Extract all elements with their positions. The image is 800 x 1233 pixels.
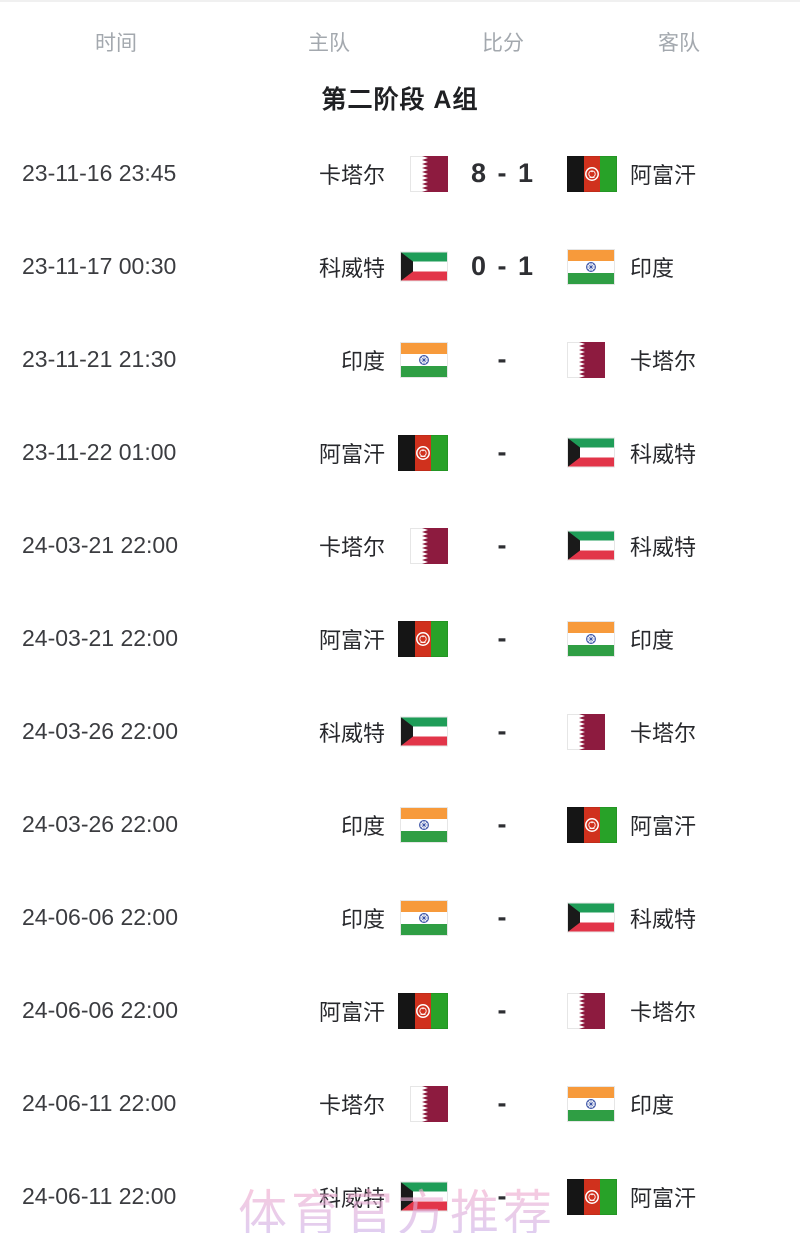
match-time: 24-06-06 22:00 (22, 904, 179, 930)
india-flag-icon (398, 899, 448, 937)
match-row[interactable]: 24-03-26 22:00 科威特 - 卡塔尔 (0, 685, 800, 778)
match-score: 0 - 1 (470, 251, 536, 281)
afghanistan-flag-icon (567, 155, 617, 193)
match-score: - (497, 437, 509, 467)
india-flag-icon (567, 620, 617, 658)
kuwait-flag-icon (567, 527, 617, 565)
qatar-flag-icon (398, 155, 448, 193)
qatar-flag-icon (567, 341, 617, 379)
match-score: - (497, 902, 509, 932)
match-row[interactable]: 24-06-06 22:00 印度 - 科威特 (0, 871, 800, 964)
home-team-name: 科威特 (318, 255, 385, 281)
match-time: 24-03-21 22:00 (22, 625, 179, 651)
away-team-name: 科威特 (630, 906, 697, 932)
home-team-name: 科威特 (318, 720, 385, 746)
afghanistan-flag-icon (398, 992, 448, 1030)
match-score: - (497, 623, 509, 653)
match-row[interactable]: 24-03-21 22:00 阿富汗 - 印度 (0, 592, 800, 685)
india-flag-icon (398, 806, 448, 844)
qatar-flag-icon (567, 713, 617, 751)
match-score: - (497, 716, 509, 746)
afghanistan-flag-icon (398, 434, 448, 472)
afghanistan-flag-icon (567, 1178, 617, 1216)
header-score: 比分 (482, 32, 524, 55)
header-away-team: 客队 (658, 32, 700, 55)
match-score: - (497, 995, 509, 1025)
afghanistan-flag-icon (567, 806, 617, 844)
match-row[interactable]: 24-03-26 22:00 印度 - 阿富汗 (0, 778, 800, 871)
home-team-name: 阿富汗 (318, 627, 385, 653)
table-header: 时间 主队 比分 客队 (0, 2, 800, 68)
match-time: 23-11-21 21:30 (22, 346, 177, 372)
match-time: 24-06-06 22:00 (22, 997, 179, 1023)
group-title: 第二阶段 A组 (321, 85, 479, 114)
away-team-name: 阿富汗 (630, 162, 697, 188)
afghanistan-flag-icon (398, 620, 448, 658)
match-time: 24-03-26 22:00 (22, 811, 179, 837)
home-team-name: 阿富汗 (318, 999, 385, 1025)
away-team-name: 阿富汗 (630, 1185, 697, 1211)
header-home-team: 主队 (308, 32, 350, 55)
kuwait-flag-icon (398, 713, 448, 751)
away-team-name: 卡塔尔 (630, 720, 697, 746)
match-time: 24-06-11 22:00 (22, 1090, 177, 1116)
qatar-flag-icon (567, 992, 617, 1030)
india-flag-icon (398, 341, 448, 379)
india-flag-icon (567, 1085, 617, 1123)
match-row[interactable]: 23-11-22 01:00 阿富汗 - 科威特 (0, 406, 800, 499)
home-team-name: 卡塔尔 (318, 162, 385, 188)
home-team-name: 印度 (340, 906, 385, 932)
away-team-name: 印度 (630, 627, 675, 653)
away-team-name: 阿富汗 (630, 813, 697, 839)
match-time: 23-11-16 23:45 (22, 160, 177, 186)
away-team-name: 印度 (630, 1092, 675, 1118)
match-row[interactable]: 24-03-21 22:00 卡塔尔 - 科威特 (0, 499, 800, 592)
match-score: - (497, 530, 509, 560)
match-score: - (497, 809, 509, 839)
match-time: 24-03-26 22:00 (22, 718, 179, 744)
match-score: - (497, 1088, 509, 1118)
home-team-name: 阿富汗 (318, 441, 385, 467)
qatar-flag-icon (398, 527, 448, 565)
match-score: - (497, 344, 509, 374)
away-team-name: 科威特 (630, 534, 697, 560)
qatar-flag-icon (398, 1085, 448, 1123)
kuwait-flag-icon (567, 434, 617, 472)
away-team-name: 卡塔尔 (630, 348, 697, 374)
kuwait-flag-icon (398, 1178, 448, 1216)
match-time: 24-03-21 22:00 (22, 532, 179, 558)
home-team-name: 卡塔尔 (318, 1092, 385, 1118)
header-time: 时间 (95, 32, 137, 55)
kuwait-flag-icon (398, 248, 448, 286)
match-score: 8 - 1 (470, 158, 536, 188)
home-team-name: 印度 (340, 348, 385, 374)
match-row[interactable]: 24-06-11 22:00 科威特 - 阿富汗 (0, 1150, 800, 1233)
match-time: 23-11-17 00:30 (22, 253, 177, 279)
match-row[interactable]: 24-06-11 22:00 卡塔尔 - 印度 (0, 1057, 800, 1150)
home-team-name: 印度 (340, 813, 385, 839)
home-team-name: 科威特 (318, 1185, 385, 1211)
match-row[interactable]: 23-11-21 21:30 印度 - 卡塔尔 (0, 313, 800, 406)
india-flag-icon (567, 248, 617, 286)
match-time: 23-11-22 01:00 (22, 439, 177, 465)
away-team-name: 印度 (630, 255, 675, 281)
match-time: 24-06-11 22:00 (22, 1183, 177, 1209)
match-row[interactable]: 24-06-06 22:00 阿富汗 - 卡塔尔 (0, 964, 800, 1057)
match-list: 23-11-16 23:45 卡塔尔 8 - 1 阿富汗 23-11-17 00… (0, 127, 800, 1233)
match-score: - (497, 1181, 509, 1211)
match-row[interactable]: 23-11-17 00:30 科威特 0 - 1 印度 (0, 220, 800, 313)
match-row[interactable]: 23-11-16 23:45 卡塔尔 8 - 1 阿富汗 (0, 127, 800, 220)
away-team-name: 卡塔尔 (630, 999, 697, 1025)
kuwait-flag-icon (567, 899, 617, 937)
away-team-name: 科威特 (630, 441, 697, 467)
home-team-name: 卡塔尔 (318, 534, 385, 560)
